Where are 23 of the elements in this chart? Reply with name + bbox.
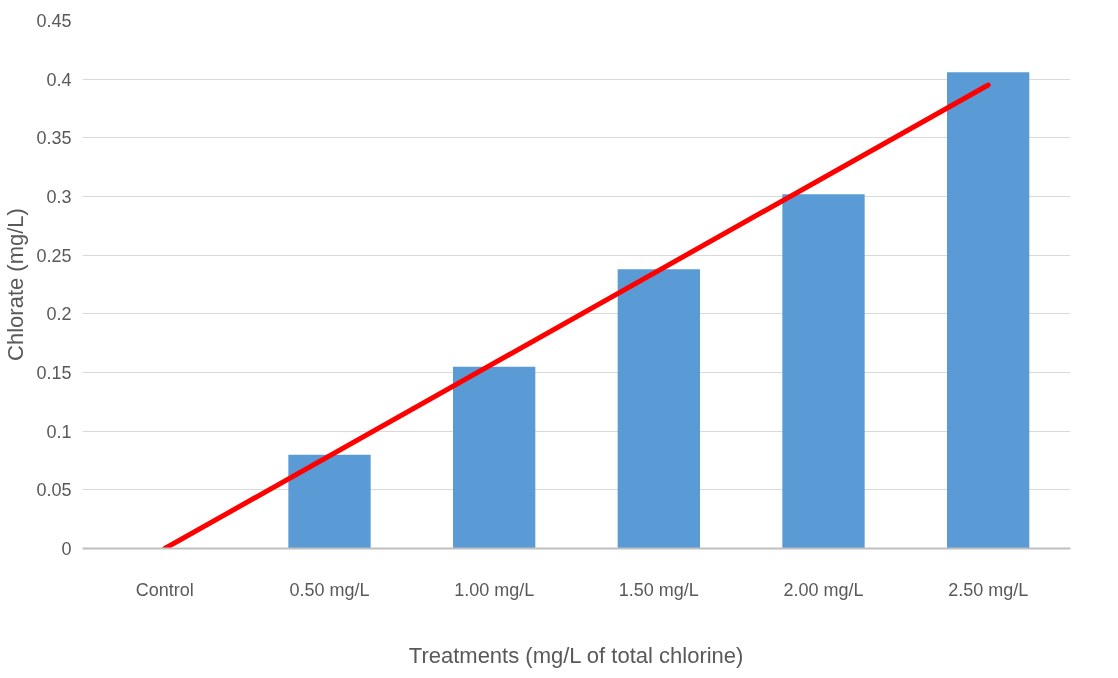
y-axis-title: Chlorate (mg/L) <box>3 208 29 361</box>
x-tick-label: 2.00 mg/L <box>783 579 864 600</box>
x-tick-label: Control <box>135 579 194 600</box>
y-tick-label: 0.25 <box>36 245 72 266</box>
y-tick-label: 0.15 <box>36 363 72 383</box>
y-tick-label: 0.35 <box>36 128 72 149</box>
y-tick-label: 0 <box>61 539 72 559</box>
x-tick-label: 0.50 mg/L <box>289 579 370 600</box>
x-tick-label: 1.00 mg/L <box>454 579 535 600</box>
y-tick-label: 0.3 <box>46 187 72 207</box>
bar <box>453 366 536 549</box>
y-tick-label: 0.1 <box>46 421 72 442</box>
x-tick-label: 1.50 mg/L <box>618 579 699 600</box>
bar <box>947 72 1030 549</box>
bar <box>782 194 865 549</box>
y-tick-label: 0.4 <box>46 69 72 90</box>
x-axis-title: Treatments (mg/L of total chlorine) <box>408 642 744 668</box>
bar <box>288 454 371 549</box>
y-tick-label: 0.2 <box>46 304 72 325</box>
x-tick-label: 2.50 mg/L <box>948 579 1029 600</box>
y-tick-label: 0.45 <box>36 11 72 31</box>
bar <box>617 269 700 549</box>
y-tick-label: 0.05 <box>36 480 72 501</box>
